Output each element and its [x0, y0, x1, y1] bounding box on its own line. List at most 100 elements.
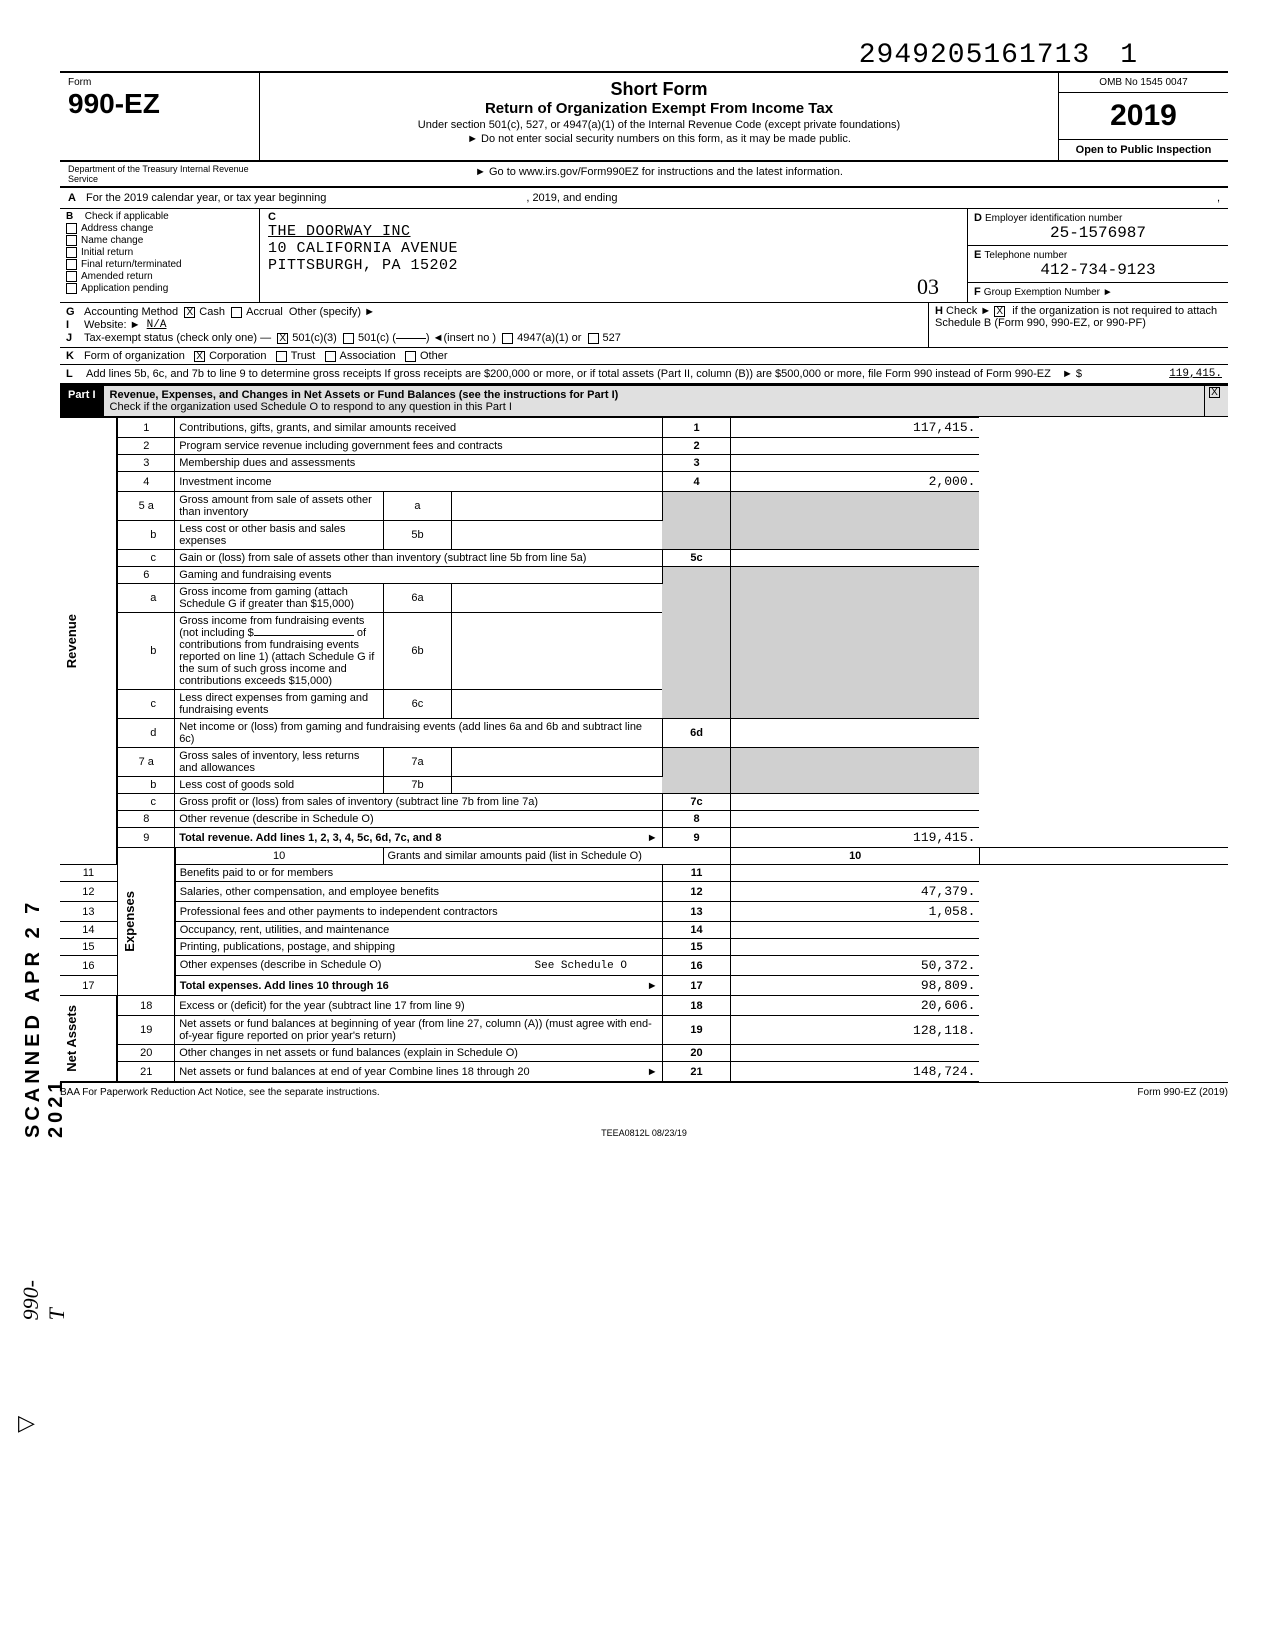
- row-8-amt: [731, 811, 980, 828]
- checkbox-corporation[interactable]: X: [194, 351, 205, 362]
- row-7c-amt: [731, 794, 980, 811]
- checkbox-initial-return[interactable]: [66, 247, 77, 258]
- row-8-ln: 8: [662, 811, 731, 828]
- stamp-scanned: SCANNED APR 2 7 2021: [22, 830, 68, 1138]
- row-4-desc: Investment income: [175, 472, 662, 492]
- check-item-2: Initial return: [81, 247, 133, 258]
- part-1-title: Revenue, Expenses, and Changes in Net As…: [110, 389, 1198, 401]
- row-2-amt: [731, 438, 980, 455]
- row-17-ln: 17: [662, 976, 731, 996]
- checkbox-part1-schedule-o[interactable]: X: [1209, 387, 1220, 398]
- row-7c-ln: 7c: [662, 794, 731, 811]
- l-text: Add lines 5b, 6c, and 7b to line 9 to de…: [86, 368, 1062, 380]
- row-4-ln: 4: [662, 472, 731, 492]
- label-e: E: [974, 249, 981, 261]
- checkbox-application-pending[interactable]: [66, 283, 77, 294]
- row-6-desc: Gaming and fundraising events: [175, 567, 662, 584]
- row-14-desc: Occupancy, rent, utilities, and maintena…: [175, 922, 662, 939]
- phone-value: 412-734-9123: [974, 261, 1222, 279]
- row-12-num: 12: [60, 882, 117, 902]
- row-9-desc: Total revenue. Add lines 1, 2, 3, 4, 5c,…: [179, 832, 441, 844]
- row-10-desc: Grants and similar amounts paid (list in…: [383, 848, 731, 865]
- checkbox-name-change[interactable]: [66, 235, 77, 246]
- ein-value: 25-1576987: [974, 224, 1222, 242]
- j-text: Tax-exempt status (check only one) —: [84, 332, 271, 344]
- label-f: F: [974, 286, 981, 298]
- row-5c-ln: 5c: [662, 550, 731, 567]
- side-expenses: Expenses: [122, 891, 137, 952]
- check-item-5: Application pending: [81, 283, 168, 294]
- row-6-num: 6: [117, 567, 174, 584]
- row-18-desc: Excess or (deficit) for the year (subtra…: [175, 996, 662, 1016]
- checkbox-527[interactable]: [588, 333, 599, 344]
- g-accrual: Accrual: [246, 306, 283, 318]
- side-revenue: Revenue: [64, 614, 79, 668]
- row-16-desc: Other expenses (describe in Schedule O): [180, 959, 382, 971]
- row-13-amt: 1,058.: [731, 902, 980, 922]
- row-6c-desc: Less direct expenses from gaming and fun…: [175, 690, 383, 719]
- j-4947: 4947(a)(1) or: [517, 332, 581, 344]
- row-16-num: 16: [60, 956, 117, 976]
- row-19-num: 19: [117, 1016, 174, 1045]
- row-5c-num: c: [117, 550, 174, 567]
- check-item-1: Name change: [81, 235, 143, 246]
- footer-left: BAA For Paperwork Reduction Act Notice, …: [60, 1087, 380, 1098]
- row-16-extra: See Schedule O: [535, 960, 627, 972]
- row-9-num: 9: [117, 828, 174, 848]
- checkbox-amended-return[interactable]: [66, 271, 77, 282]
- j-501c3: 501(c)(3): [292, 332, 337, 344]
- j-501c: 501(c) (: [358, 332, 396, 344]
- label-k: K: [66, 350, 84, 362]
- row-14-num: 14: [60, 922, 117, 939]
- row-15-num: 15: [60, 939, 117, 956]
- row-7c-num: c: [117, 794, 174, 811]
- line-a-text-2: , 2019, and ending: [526, 192, 617, 204]
- row-18-ln: 18: [662, 996, 731, 1016]
- check-if-applicable: Check if applicable: [85, 211, 169, 222]
- h-text: Check ►: [946, 305, 991, 317]
- g-other: Other (specify) ►: [289, 306, 375, 318]
- checkbox-address-change[interactable]: [66, 223, 77, 234]
- checkbox-501c[interactable]: [343, 333, 354, 344]
- checkbox-h[interactable]: X: [994, 306, 1005, 317]
- checkbox-other-org[interactable]: [405, 351, 416, 362]
- label-i: I: [66, 319, 84, 331]
- org-city: PITTSBURGH, PA 15202: [268, 257, 959, 274]
- checkbox-association[interactable]: [325, 351, 336, 362]
- row-7a-desc: Gross sales of inventory, less returns a…: [175, 748, 383, 777]
- row-13-num: 13: [60, 902, 117, 922]
- checkbox-cash[interactable]: X: [184, 307, 195, 318]
- checkbox-final-return[interactable]: [66, 259, 77, 270]
- footer-right: Form 990-EZ (2019): [1137, 1087, 1228, 1098]
- label-d: D: [974, 212, 982, 224]
- label-l: L: [66, 368, 86, 380]
- row-6d-amt: [731, 719, 980, 748]
- tax-year: 2019: [1059, 93, 1228, 140]
- row-19-amt: 128,118.: [731, 1016, 980, 1045]
- row-7b-num: b: [117, 777, 174, 794]
- check-item-0: Address change: [81, 223, 153, 234]
- row-19-ln: 19: [662, 1016, 731, 1045]
- checkbox-501c3[interactable]: X: [277, 333, 288, 344]
- g-cash: Cash: [199, 306, 225, 318]
- row-10-num: 10: [175, 848, 383, 865]
- row-10-amt: [979, 848, 1228, 865]
- checkbox-4947[interactable]: [502, 333, 513, 344]
- checkbox-trust[interactable]: [276, 351, 287, 362]
- part-1-label: Part I: [60, 386, 104, 416]
- e-text: Telephone number: [984, 250, 1067, 261]
- row-15-ln: 15: [662, 939, 731, 956]
- row-6a-num: a: [117, 584, 174, 613]
- row-7a-box: 7a: [383, 748, 452, 777]
- j-527: 527: [603, 332, 621, 344]
- row-5a-subamt: [452, 492, 662, 521]
- row-2-desc: Program service revenue including govern…: [175, 438, 662, 455]
- row-8-desc: Other revenue (describe in Schedule O): [175, 811, 662, 828]
- check-item-3: Final return/terminated: [81, 259, 182, 270]
- omb-number: OMB No 1545 0047: [1059, 73, 1228, 93]
- row-2-num: 2: [117, 438, 174, 455]
- line-a-text-3: ,: [1217, 192, 1220, 204]
- j-insert: ) ◄(insert no ): [426, 332, 496, 344]
- checkbox-accrual[interactable]: [231, 307, 242, 318]
- org-name: THE DOORWAY INC: [268, 223, 959, 240]
